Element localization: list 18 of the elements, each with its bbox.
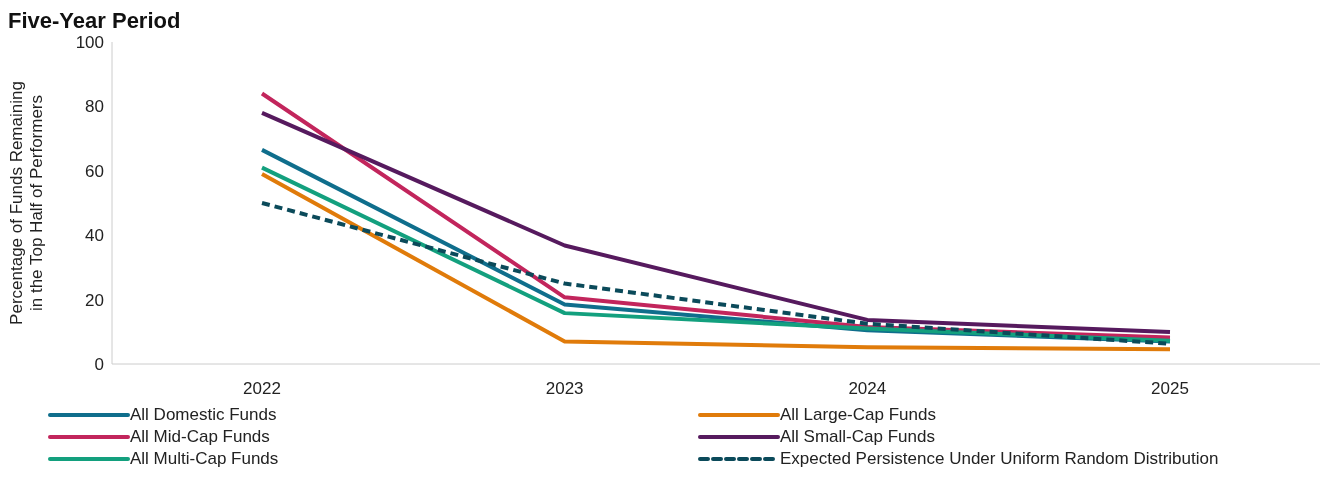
x-tick-label: 2024 xyxy=(848,379,887,399)
y-tick-label: 60 xyxy=(85,161,104,181)
legend-label: All Mid-Cap Funds xyxy=(130,427,270,447)
y-tick-label: 20 xyxy=(85,290,104,310)
y-tick-label: 80 xyxy=(85,97,104,117)
chart-title: Five-Year Period xyxy=(8,8,182,34)
y-tick-label: 100 xyxy=(75,33,104,53)
legend-label: Expected Persistence Under Uniform Random Distribution xyxy=(780,449,1219,469)
legend-label: All Domestic Funds xyxy=(130,405,277,425)
legend-label: All Multi-Cap Funds xyxy=(130,449,279,469)
x-tick-label: 2023 xyxy=(545,379,584,399)
y-tick-label: 40 xyxy=(85,226,104,246)
y-tick-label: 0 xyxy=(94,355,104,375)
x-tick-label: 2025 xyxy=(1151,379,1189,399)
legend-label: All Large-Cap Funds xyxy=(780,405,936,425)
y-axis-title: Percentage of Funds Remaining in the Top Half of Performers xyxy=(7,81,46,325)
legend-label: All Small-Cap Funds xyxy=(780,427,935,447)
x-tick-label: 2022 xyxy=(243,379,281,399)
